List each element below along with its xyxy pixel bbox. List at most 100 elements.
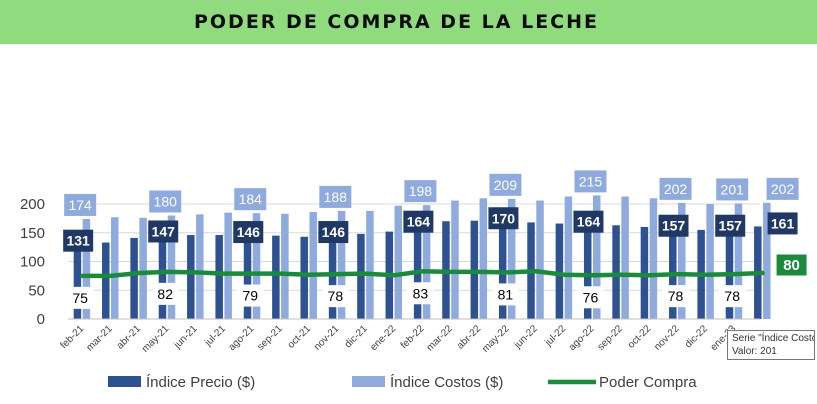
x-tick-label: feb-22 (399, 323, 427, 351)
label-indice-costos: 209 (489, 173, 522, 196)
y-axis: 0 50 100 150 200 (20, 196, 45, 328)
poder-compra-line (79, 269, 765, 279)
x-tick-label: jun-21 (172, 323, 200, 351)
x-tick-label: dic-22 (683, 323, 710, 350)
label-indice-precio-text: 147 (152, 223, 176, 239)
label-indice-precio: 131 (63, 229, 94, 252)
legend-label: Índice Costos ($) (390, 374, 503, 391)
label-indice-precio-text: 161 (771, 215, 795, 231)
bar-indice-costos (422, 205, 431, 319)
x-tick-label: sep-22 (596, 323, 626, 353)
label-poder-compra: 79 (236, 284, 264, 307)
x-tick-label: mar-22 (425, 323, 455, 353)
label-indice-precio: 157 (658, 214, 689, 237)
label-poder-compra-bg (776, 254, 807, 276)
label-poder-compra: 78 (718, 285, 746, 308)
label-indice-precio-bg (573, 210, 604, 233)
label-poder-compra-bg (321, 285, 349, 308)
label-indice-precio: 146 (318, 221, 349, 244)
bar-indice-costos (763, 202, 771, 319)
label-indice-costos-text: 198 (409, 183, 433, 199)
bar-indice-precio (555, 223, 564, 319)
label-indice-costos-text: 180 (154, 194, 178, 210)
bar-indice-precio (612, 225, 620, 319)
label-indice-costos-bg (574, 170, 607, 193)
label-indice-precio: 161 (767, 212, 798, 235)
label-indice-precio: 146 (233, 221, 264, 244)
x-tick-label: oct-22 (626, 323, 654, 351)
bar-indice-costos (281, 213, 289, 319)
x-tick-label: mar-21 (84, 323, 114, 353)
x-tick-label: ago-22 (567, 323, 597, 353)
label-indice-precio: 170 (488, 207, 519, 230)
bar-indice-costos (649, 198, 658, 319)
bar-indice-precio (272, 235, 280, 319)
bar-indice-costos (111, 217, 119, 319)
label-poder-compra-bg (406, 282, 434, 305)
x-tick-label: jul-22 (542, 323, 568, 349)
label-indice-costos-text: 188 (324, 189, 348, 205)
label-indice-costos: 201 (716, 178, 749, 201)
label-indice-precio: 157 (715, 214, 746, 237)
bar-indice-costos (451, 200, 459, 319)
label-indice-costos-text: 215 (579, 173, 603, 189)
label-indice-costos-text: 202 (664, 181, 688, 197)
label-indice-costos: 184 (234, 188, 267, 211)
bar-indice-costos (224, 212, 232, 319)
label-indice-precio: 164 (403, 210, 434, 233)
label-indice-costos: 202 (766, 177, 799, 200)
y-tick-label: 200 (20, 196, 45, 213)
label-indice-precio-bg (715, 214, 746, 237)
label-indice-precio-bg (658, 214, 689, 237)
label-indice-precio-text: 146 (237, 224, 261, 240)
legend: Índice Precio ($) Índice Costos ($) Poder … (108, 374, 697, 391)
bar-indice-costos (139, 217, 147, 319)
x-tick-label: nov-22 (652, 323, 682, 353)
label-indice-precio-bg (767, 212, 798, 235)
y-tick-label: 50 (28, 282, 45, 299)
label-poder-compra: 75 (66, 286, 94, 309)
label-indice-costos-text: 202 (771, 181, 795, 197)
label-indice-costos-text: 184 (239, 191, 263, 207)
bar-indice-costos (337, 210, 346, 319)
bar-indice-costos (252, 213, 261, 319)
y-tick-label: 150 (20, 225, 45, 242)
bar-indice-costos (366, 210, 374, 319)
label-indice-precio-bg (233, 221, 264, 244)
label-poder-compra: 78 (662, 285, 690, 308)
x-tick-label: ene-22 (368, 323, 398, 353)
label-indice-precio-text: 164 (577, 214, 601, 230)
bar-indice-costos (564, 196, 573, 319)
bar-indice-precio (215, 235, 223, 319)
chart-title-banner: PODER DE COMPRA DE LA LECHE (0, 0, 817, 44)
label-indice-costos-text: 174 (68, 197, 92, 213)
series-tooltip: Serie "Índice Costos" Valor: 201 (727, 330, 815, 360)
bar-indice-costos (734, 203, 743, 319)
bar-indice-precio (583, 224, 592, 319)
bar-indice-precio (243, 235, 252, 319)
bar-indice-costos (196, 214, 204, 319)
legend-item: Índice Precio ($) (108, 374, 255, 391)
bar-indice-precio (328, 235, 337, 319)
x-tick-label: may-22 (480, 323, 512, 355)
bar-indice-precio (158, 234, 167, 319)
bar-indice-precio (73, 243, 82, 319)
label-indice-precio: 164 (573, 210, 604, 233)
label-indice-costos-bg (716, 178, 749, 201)
legend-item: Índice Costos ($) (352, 374, 503, 391)
bar-indice-costos (706, 204, 714, 319)
bar-indice-costos (592, 195, 601, 319)
label-poder-compra-text: 79 (242, 288, 258, 304)
label-indice-costos-bg (149, 190, 182, 213)
tooltip-value-text: Valor: 201 (732, 346, 777, 357)
bar-indice-precio (187, 235, 195, 319)
label-indice-costos-bg (234, 188, 267, 211)
label-poder-compra-text: 78 (328, 288, 344, 304)
label-poder-compra-text: 81 (498, 286, 514, 302)
label-indice-costos: 174 (64, 193, 97, 216)
label-poder-compra-text: 78 (668, 288, 684, 304)
label-indice-precio-bg (148, 220, 179, 243)
label-indice-costos: 180 (149, 190, 182, 213)
line-poder-compra (79, 269, 765, 279)
label-indice-costos-bg (404, 180, 437, 203)
